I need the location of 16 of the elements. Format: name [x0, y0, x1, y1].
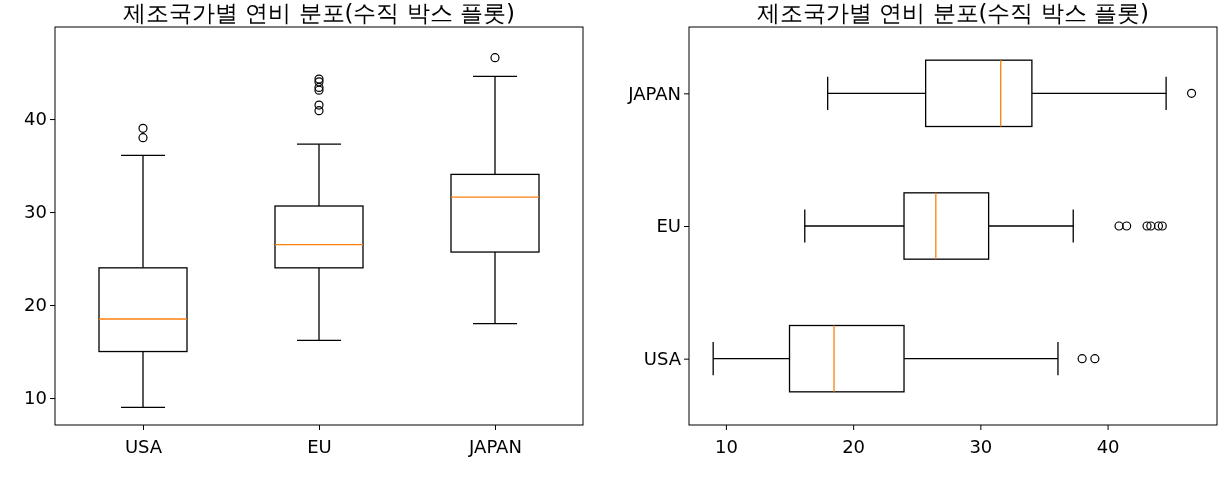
y-tick-label: 40 — [24, 108, 47, 130]
x-tick-label: 40 — [1096, 435, 1120, 457]
y-tick-label: USA — [643, 347, 682, 369]
x-tick-label: USA — [124, 435, 163, 457]
x-tick-label: 30 — [969, 435, 993, 457]
chart-title: 제조국가별 연비 분포(수직 박스 플롯) — [122, 0, 516, 26]
y-tick-label: 20 — [24, 294, 47, 316]
y-tick-label: 10 — [24, 387, 47, 409]
x-tick-label: 20 — [842, 435, 866, 457]
y-tick-label: EU — [656, 215, 681, 237]
chart-title: 제조국가별 연비 분포(수직 박스 플롯) — [756, 0, 1150, 26]
y-tick-label: 30 — [24, 201, 47, 223]
x-tick-label: EU — [307, 435, 332, 457]
x-tick-label: JAPAN — [468, 435, 522, 457]
x-tick-label: 10 — [714, 435, 738, 457]
y-tick-label: JAPAN — [627, 82, 681, 104]
